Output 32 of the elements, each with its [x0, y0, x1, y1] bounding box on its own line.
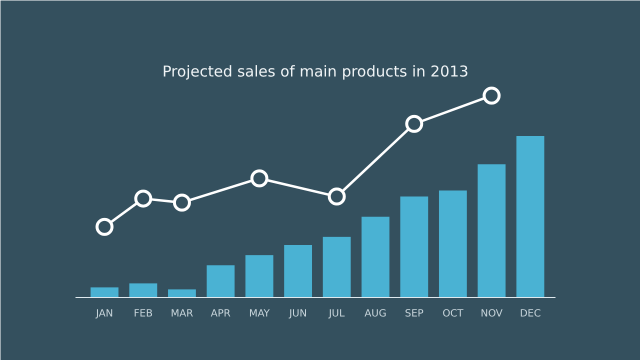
bar — [284, 245, 312, 298]
x-tick-label: JUN — [288, 308, 307, 320]
bar — [516, 136, 544, 298]
point — [134, 190, 152, 208]
point — [250, 169, 268, 188]
bar — [90, 287, 118, 298]
bar — [400, 196, 428, 298]
point — [172, 194, 191, 212]
bar — [245, 255, 274, 298]
x-tick-label: APR — [210, 308, 231, 320]
bar — [322, 236, 351, 298]
x-tick-label: OCT — [442, 308, 464, 320]
point — [96, 218, 114, 236]
chart-title: Projected sales of main products in 2013 — [162, 62, 469, 80]
bar — [129, 283, 158, 298]
x-tick-label: AUG — [364, 308, 386, 320]
bar — [438, 190, 467, 298]
point — [482, 86, 501, 105]
bar — [206, 265, 235, 298]
point — [328, 188, 346, 206]
x-tick-label: MAR — [170, 308, 194, 320]
x-tick-label: DEC — [520, 308, 541, 320]
x-tick-label: JAN — [94, 308, 114, 320]
x-tick-label: FEB — [134, 308, 153, 320]
x-tick-label: NOV — [480, 308, 503, 320]
x-tick-label: SEP — [404, 308, 424, 320]
bar — [478, 164, 506, 298]
bar — [362, 216, 390, 298]
x-tick-label: MAY — [248, 308, 271, 320]
bar — [168, 289, 196, 298]
point — [405, 114, 424, 133]
x-tick-label: JUL — [328, 308, 346, 320]
